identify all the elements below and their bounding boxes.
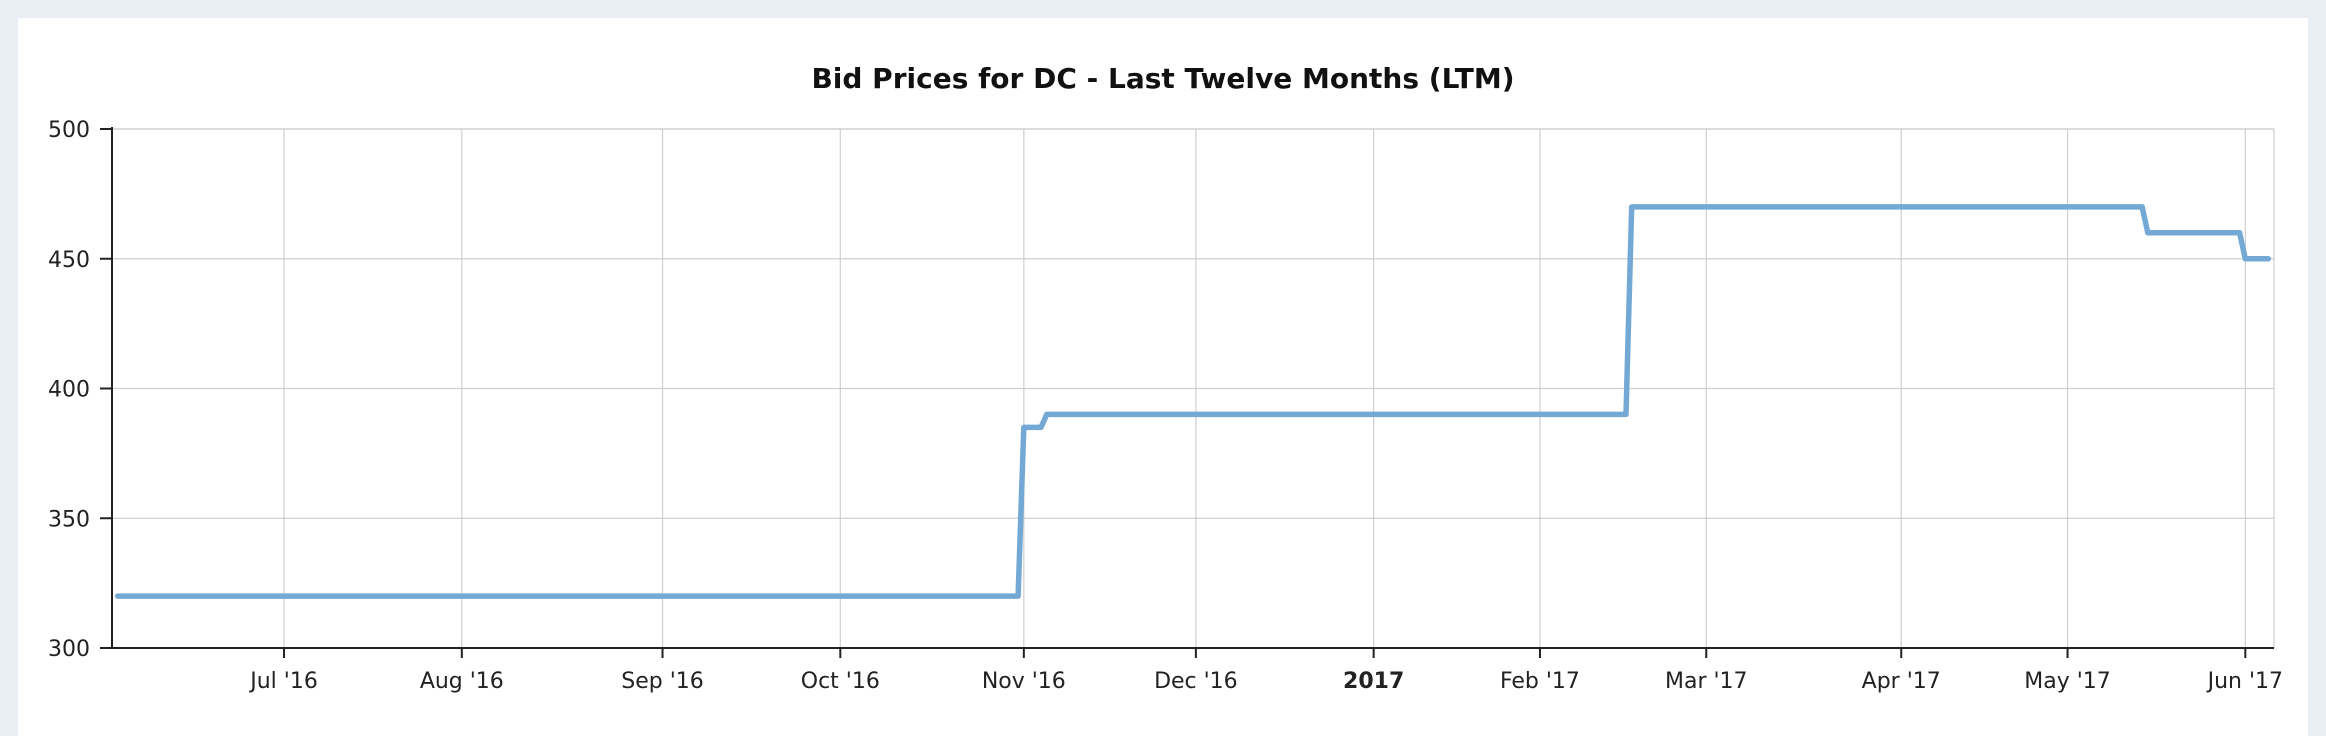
y-tick-label: 450: [48, 248, 90, 273]
y-tick-label: 300: [48, 637, 90, 662]
x-tick-label: Feb '17: [1500, 669, 1580, 694]
series-layer: [114, 204, 2272, 599]
x-tick-label: Sep '16: [621, 669, 704, 694]
chart-title: Bid Prices for DC - Last Twelve Months (…: [811, 62, 1515, 95]
x-tick-label: Oct '16: [801, 669, 880, 694]
x-tick-label: Apr '17: [1862, 669, 1941, 694]
x-tick-label: Dec '16: [1154, 669, 1238, 694]
y-tick-label: 400: [48, 378, 90, 403]
y-tick-label: 350: [48, 507, 90, 532]
x-tick-label: Jun '17: [2206, 669, 2283, 694]
label-layer: 300 350 400 450 500 Jul '16 Aug '16 Sep '16 Oct …: [48, 118, 2283, 694]
x-tick-label: Aug '16: [420, 669, 504, 694]
grid-layer: [112, 128, 2275, 648]
x-tick-label: Nov '16: [982, 669, 1066, 694]
axis-layer: [100, 127, 2274, 658]
series-line: [114, 204, 2272, 599]
x-tick-label: 2017: [1343, 669, 1404, 694]
x-tick-label: Jul '16: [248, 669, 318, 694]
y-tick-label: 500: [48, 118, 90, 143]
line-chart: 300 350 400 450 500 Jul '16 Aug '16 Sep '16 Oct …: [48, 118, 2283, 694]
x-tick-label: Mar '17: [1665, 669, 1748, 694]
x-tick-label: May '17: [2024, 669, 2111, 694]
chart-panel: Bid Prices for DC - Last Twelve Months (…: [18, 18, 2308, 736]
